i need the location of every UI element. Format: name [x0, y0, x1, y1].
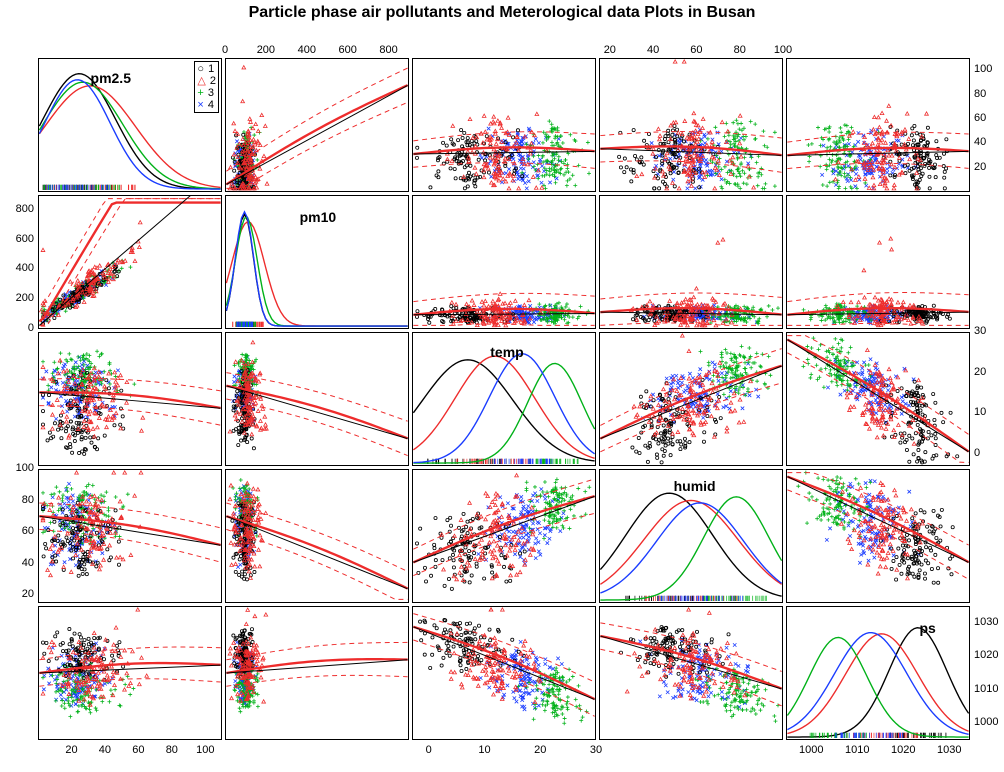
scatter-panel: [225, 469, 409, 603]
scatter-panel: [38, 332, 222, 466]
axis-tick: 0: [215, 44, 235, 56]
main-title: Particle phase air pollutants and Metero…: [0, 4, 1004, 22]
scatter-panel: [412, 469, 596, 603]
axis-tick: 1020: [974, 649, 1004, 661]
scatter-panel: [599, 195, 783, 329]
variable-label: pm10: [300, 209, 337, 225]
legend-item: × 4: [197, 99, 216, 111]
scatter-panel: [786, 195, 970, 329]
scatter-panel: [599, 58, 783, 192]
axis-tick: 100: [974, 63, 1004, 75]
diagonal-panel: temp: [412, 332, 596, 466]
legend-label: 1: [208, 63, 214, 75]
axis-tick: 20: [4, 588, 34, 600]
axis-tick: 40: [974, 136, 1004, 148]
axis-tick: 60: [974, 112, 1004, 124]
axis-tick: 30: [974, 325, 1004, 337]
scatter-panel: [412, 606, 596, 740]
legend-label: 4: [208, 99, 214, 111]
legend-label: 3: [208, 87, 214, 99]
axis-tick: 100: [773, 44, 793, 56]
scatter-panel: [412, 195, 596, 329]
scatter-panel: [38, 195, 222, 329]
axis-tick: 10: [974, 406, 1004, 418]
axis-tick: 1020: [891, 744, 911, 756]
axis-tick: 0: [4, 322, 34, 334]
axis-tick: 100: [4, 462, 34, 474]
scatter-panel: [412, 58, 596, 192]
axis-tick: 20: [61, 744, 81, 756]
diagonal-panel: ps: [786, 606, 970, 740]
axis-tick: 1010: [974, 683, 1004, 695]
axis-tick: 60: [128, 744, 148, 756]
axis-tick: 600: [4, 233, 34, 245]
diagonal-panel: humid: [599, 469, 783, 603]
axis-tick: 1030: [937, 744, 957, 756]
scatter-panel: [599, 606, 783, 740]
axis-tick: 800: [4, 203, 34, 215]
scatter-panel: [786, 58, 970, 192]
axis-tick: 40: [95, 744, 115, 756]
legend-item: + 3: [197, 87, 216, 99]
axis-tick: 1030: [974, 616, 1004, 628]
axis-tick: 40: [4, 557, 34, 569]
axis-tick: 100: [195, 744, 215, 756]
diagonal-panel: pm2.5 ○ 1△ 2+ 3× 4: [38, 58, 222, 192]
axis-tick: 10: [474, 744, 494, 756]
scatter-panel: [225, 58, 409, 192]
axis-tick: 1000: [974, 716, 1004, 728]
legend-label: 2: [210, 75, 216, 87]
axis-tick: 80: [974, 88, 1004, 100]
axis-tick: 80: [4, 494, 34, 506]
axis-tick: 80: [162, 744, 182, 756]
legend: ○ 1△ 2+ 3× 4: [194, 61, 219, 113]
axis-tick: 400: [4, 262, 34, 274]
axis-tick: 200: [4, 292, 34, 304]
scatter-panel: [786, 332, 970, 466]
axis-tick: 80: [730, 44, 750, 56]
axis-tick: 1000: [799, 744, 819, 756]
scatter-panel: [599, 332, 783, 466]
axis-tick: 800: [379, 44, 399, 56]
axis-tick: 400: [297, 44, 317, 56]
scatter-panel: [225, 606, 409, 740]
variable-label: ps: [919, 620, 935, 636]
legend-item: ○ 1: [197, 63, 216, 75]
variable-label: pm2.5: [91, 70, 131, 86]
axis-tick: 200: [256, 44, 276, 56]
axis-tick: 20: [530, 744, 550, 756]
axis-tick: 1010: [845, 744, 865, 756]
legend-item: △ 2: [197, 75, 216, 87]
variable-label: temp: [490, 344, 523, 360]
axis-tick: 600: [338, 44, 358, 56]
axis-tick: 0: [974, 447, 1004, 459]
diagonal-panel: pm10: [225, 195, 409, 329]
axis-tick: 20: [600, 44, 620, 56]
scatter-panel: [225, 332, 409, 466]
scatter-panel: [38, 469, 222, 603]
scatter-panel: [38, 606, 222, 740]
scatter-panel: [786, 469, 970, 603]
variable-label: humid: [674, 478, 716, 494]
axis-tick: 20: [974, 366, 1004, 378]
axis-tick: 40: [643, 44, 663, 56]
axis-tick: 60: [4, 525, 34, 537]
axis-tick: 60: [686, 44, 706, 56]
axis-tick: 0: [419, 744, 439, 756]
axis-tick: 30: [586, 744, 606, 756]
axis-tick: 20: [974, 161, 1004, 173]
